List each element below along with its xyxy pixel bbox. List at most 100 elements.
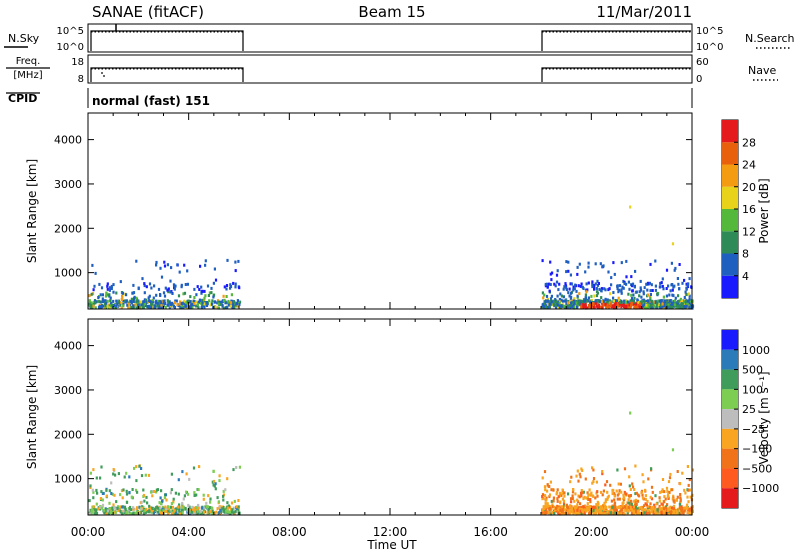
velocity-scatter-cell bbox=[213, 484, 216, 488]
power-scatter-cell bbox=[612, 291, 615, 294]
power-scatter-cell bbox=[160, 275, 164, 279]
velocity-scatter-cell bbox=[100, 490, 103, 494]
power-scatter-cell bbox=[122, 302, 125, 306]
power-scatter-cell bbox=[545, 294, 549, 298]
power-scatter-cell bbox=[687, 282, 690, 286]
velocity-scatter-cell bbox=[143, 499, 146, 503]
velocity-scatter-cell bbox=[605, 505, 608, 509]
velocity-scatter-cell bbox=[679, 499, 682, 503]
power-scatter-cell bbox=[587, 296, 590, 300]
power-x-axis bbox=[87, 113, 693, 309]
power-scatter-cell bbox=[616, 284, 619, 288]
power-scatter-cell bbox=[627, 292, 630, 296]
velocity-scatter-cell bbox=[669, 510, 672, 514]
power-scatter-cell bbox=[575, 289, 578, 293]
velocity-scatter-cell bbox=[187, 503, 190, 507]
power-scatter-cell bbox=[673, 299, 676, 303]
power-scatter-cell bbox=[671, 283, 674, 286]
velocity-scatter-cell bbox=[237, 505, 240, 509]
power-scatter-cell bbox=[621, 285, 624, 289]
velocity-scatter-cell bbox=[678, 511, 681, 515]
power-scatter-cell bbox=[643, 305, 646, 309]
velocity-scatter-cell bbox=[181, 511, 184, 515]
power-scatter-cell bbox=[557, 305, 560, 309]
power-scatter-cell bbox=[573, 299, 576, 303]
velocity-scatter-cell bbox=[181, 470, 184, 474]
power-scatter-cell bbox=[670, 261, 673, 265]
power-scatter-cell bbox=[235, 301, 238, 305]
velocity-scatter-cell bbox=[212, 479, 216, 483]
velocity-scatter-cell bbox=[555, 492, 558, 496]
velocity-scatter-cell bbox=[641, 496, 644, 500]
velocity-scatter-cell bbox=[117, 505, 120, 509]
power-scatter-cell bbox=[658, 303, 661, 307]
velocity-scatter-cell bbox=[128, 491, 131, 494]
power-scatter-cell bbox=[139, 300, 142, 304]
power-scatter-cell bbox=[550, 294, 553, 298]
power-scatter-cell bbox=[160, 306, 163, 310]
velocity-scatter-cell bbox=[543, 470, 547, 474]
power-scatter-cell bbox=[620, 291, 623, 295]
velocity-scatter-cell bbox=[686, 465, 689, 468]
velocity-scatter-cell bbox=[178, 503, 181, 507]
power-scatter-cell bbox=[164, 305, 167, 309]
velocity-scatter-cell bbox=[648, 511, 651, 515]
velocity-scatter-cell bbox=[676, 511, 679, 515]
power-scatter-cell bbox=[596, 283, 600, 287]
power-scatter-cell bbox=[141, 306, 144, 309]
velocity-scatter-cell bbox=[232, 511, 235, 515]
velocity-scatter-cell bbox=[631, 509, 634, 513]
power-scatter-cell bbox=[584, 270, 587, 274]
power-scatter-cell bbox=[620, 261, 623, 265]
velocity-scatter-cell bbox=[663, 500, 666, 504]
power-scatter-cell bbox=[684, 306, 687, 310]
power-ylabel: Slant Range [km] bbox=[25, 159, 39, 263]
velocity-scatter-cell bbox=[146, 501, 149, 505]
velocity-scatter-cell bbox=[177, 512, 180, 516]
velocity-scatter-cell bbox=[212, 469, 215, 473]
velocity-scatter-cell bbox=[223, 508, 226, 512]
power-scatter-cell bbox=[632, 300, 635, 304]
velocity-scatter-cell bbox=[629, 499, 633, 503]
velocity-scatter-cell bbox=[135, 479, 138, 483]
velocity-scatter-cell bbox=[578, 495, 581, 499]
power-scatter-cell bbox=[625, 259, 628, 263]
power-scatter-cell bbox=[182, 292, 185, 296]
power-scatter-cell bbox=[570, 282, 573, 286]
velocity-scatter-cell bbox=[218, 505, 221, 509]
power-scatter-cell bbox=[562, 295, 565, 299]
velocity-scatter-cell bbox=[169, 491, 172, 495]
power-scatter-cell bbox=[662, 306, 665, 310]
velocity-scatter-cell bbox=[544, 488, 547, 492]
power-scatter-cell bbox=[576, 305, 579, 309]
power-scatter-cell bbox=[213, 300, 216, 304]
power-scatter-cell bbox=[621, 304, 625, 307]
power-scatter-cell bbox=[586, 299, 589, 303]
power-scatter-cell bbox=[205, 301, 208, 304]
power-scatter-cell bbox=[586, 288, 589, 292]
power-scatter-cell bbox=[649, 298, 652, 302]
velocity-scatter-cell bbox=[627, 498, 630, 502]
power-scatter-cell bbox=[179, 305, 182, 309]
power-cbar-swatch bbox=[722, 164, 738, 187]
power-cbar-swatch bbox=[722, 231, 738, 254]
power-scatter-cell bbox=[556, 269, 559, 273]
velocity-scatter-cell bbox=[645, 503, 648, 507]
velocity-scatter-layer bbox=[88, 411, 694, 516]
nsky-tick-top: 10^5 bbox=[57, 26, 84, 37]
power-scatter-cell bbox=[204, 294, 207, 298]
velocity-scatter-cell bbox=[112, 503, 115, 507]
velocity-scatter-cell bbox=[680, 505, 683, 509]
velocity-scatter-cell bbox=[561, 511, 564, 515]
power-scatter-cell bbox=[229, 285, 233, 288]
power-scatter-cell bbox=[630, 302, 634, 306]
velocity-scatter-cell bbox=[196, 506, 199, 510]
power-scatter-cell bbox=[683, 278, 686, 282]
velocity-isolated-return bbox=[629, 411, 632, 415]
power-scatter-cell bbox=[647, 281, 650, 285]
power-scatter-cell bbox=[669, 299, 672, 303]
power-scatter-cell bbox=[117, 301, 120, 305]
power-scatter-cell bbox=[101, 293, 104, 297]
velocity-scatter-cell bbox=[209, 500, 212, 504]
velocity-scatter-cell bbox=[223, 506, 226, 510]
